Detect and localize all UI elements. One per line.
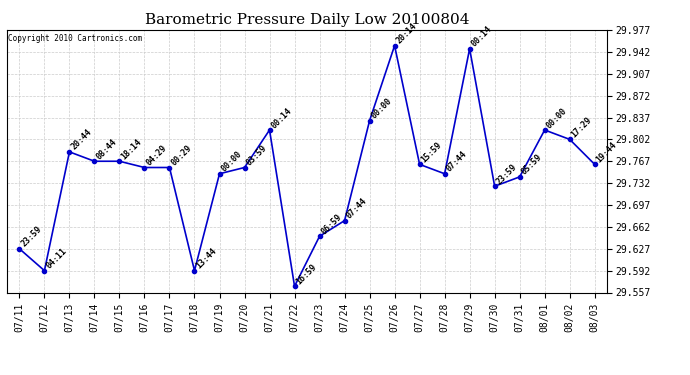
Text: 00:14: 00:14 <box>270 106 293 130</box>
Text: 03:59: 03:59 <box>244 144 268 168</box>
Text: 06:59: 06:59 <box>319 212 344 236</box>
Text: 20:44: 20:44 <box>70 128 93 152</box>
Text: 00:00: 00:00 <box>219 150 244 174</box>
Text: Copyright 2010 Cartronics.com: Copyright 2010 Cartronics.com <box>8 34 142 43</box>
Text: 13:44: 13:44 <box>195 247 219 271</box>
Text: 04:29: 04:29 <box>144 144 168 168</box>
Text: 23:59: 23:59 <box>495 162 519 186</box>
Text: 07:44: 07:44 <box>444 150 469 174</box>
Text: 18:14: 18:14 <box>119 137 144 161</box>
Text: 17:29: 17:29 <box>570 116 593 140</box>
Text: 07:44: 07:44 <box>344 196 368 220</box>
Text: 23:59: 23:59 <box>19 225 43 249</box>
Text: 20:14: 20:14 <box>395 22 419 46</box>
Text: 15:59: 15:59 <box>420 140 444 164</box>
Title: Barometric Pressure Daily Low 20100804: Barometric Pressure Daily Low 20100804 <box>145 13 469 27</box>
Text: 05:59: 05:59 <box>520 153 544 177</box>
Text: 19:44: 19:44 <box>595 140 619 164</box>
Text: 00:29: 00:29 <box>170 144 193 168</box>
Text: 04:11: 04:11 <box>44 247 68 271</box>
Text: 00:14: 00:14 <box>470 25 493 49</box>
Text: 08:44: 08:44 <box>95 137 119 161</box>
Text: 00:00: 00:00 <box>544 106 569 130</box>
Text: 16:59: 16:59 <box>295 262 319 286</box>
Text: 00:00: 00:00 <box>370 97 393 121</box>
